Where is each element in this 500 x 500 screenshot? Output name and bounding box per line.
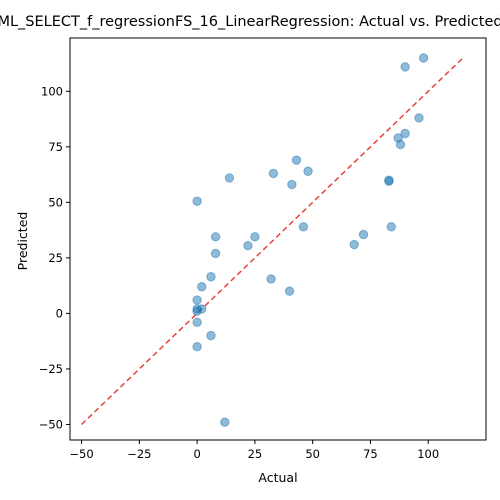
x-tick-label: 25 bbox=[248, 447, 263, 461]
scatter-point bbox=[192, 317, 202, 327]
y-tick-label: −50 bbox=[39, 417, 63, 431]
scatter-point bbox=[349, 239, 359, 250]
y-tick-label: 50 bbox=[48, 195, 63, 209]
scatter-point bbox=[250, 232, 260, 242]
scatter-point bbox=[220, 417, 230, 427]
x-tick-label: 75 bbox=[363, 447, 378, 461]
scatter-point bbox=[414, 113, 424, 123]
scatter-point bbox=[197, 282, 207, 292]
scatter-points bbox=[192, 53, 429, 427]
reference-line bbox=[81, 57, 464, 425]
chart-title: ML_SELECT_f_regressionFS_16_LinearRegres… bbox=[0, 14, 500, 30]
scatter-point bbox=[303, 166, 313, 176]
scatter-point bbox=[192, 295, 202, 305]
x-tick-label: 0 bbox=[193, 447, 200, 461]
y-tick-label: 100 bbox=[41, 84, 63, 98]
scatter-point bbox=[400, 62, 410, 72]
x-axis-ticks: −50 −25 0 25 50 75 100 bbox=[69, 440, 439, 461]
scatter-point bbox=[418, 53, 429, 63]
y-axis-ticks: −50 −25 0 25 50 75 100 bbox=[39, 84, 70, 431]
scatter-point bbox=[358, 229, 369, 240]
reference-line-group bbox=[81, 57, 464, 425]
x-tick-label: 100 bbox=[417, 447, 439, 461]
y-tick-label: 0 bbox=[56, 306, 63, 320]
scatter-point bbox=[284, 286, 295, 296]
scatter-point bbox=[384, 176, 394, 186]
scatter-point bbox=[206, 330, 216, 341]
scatter-point bbox=[268, 168, 279, 179]
y-axis-label: Predicted bbox=[15, 212, 30, 271]
scatter-point bbox=[266, 274, 276, 284]
scatter-point bbox=[287, 179, 297, 190]
scatter-point bbox=[206, 272, 216, 282]
plot-frame bbox=[69, 37, 487, 441]
scatter-point bbox=[210, 248, 221, 259]
x-axis-label: Actual bbox=[258, 470, 297, 485]
scatter-point bbox=[224, 173, 235, 183]
y-tick-label: 75 bbox=[48, 140, 63, 154]
y-tick-label: −25 bbox=[39, 362, 63, 376]
scatter-point bbox=[210, 232, 221, 242]
scatter-point bbox=[298, 222, 309, 232]
scatter-point bbox=[395, 139, 406, 150]
scatter-point bbox=[400, 128, 410, 139]
scatter-point bbox=[291, 155, 302, 165]
x-tick-label: −50 bbox=[69, 447, 93, 461]
scatter-point bbox=[243, 240, 253, 251]
scatter-point bbox=[192, 306, 202, 316]
scatter-point bbox=[192, 342, 202, 352]
scatter-point bbox=[192, 196, 202, 206]
scatter-point bbox=[386, 222, 396, 232]
x-tick-label: 50 bbox=[305, 447, 320, 461]
x-tick-label: −25 bbox=[127, 447, 151, 461]
y-tick-label: 25 bbox=[48, 251, 63, 265]
